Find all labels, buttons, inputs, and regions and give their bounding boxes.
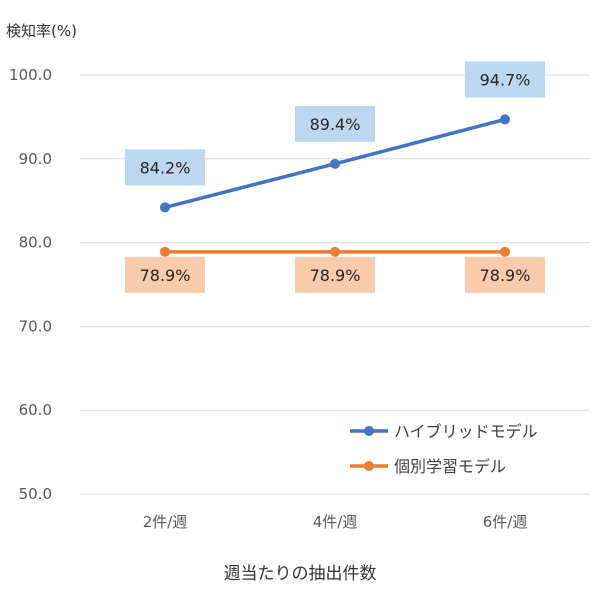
data-label: 84.2% — [140, 158, 191, 177]
data-label-box — [295, 256, 375, 293]
x-tick-label: 2件/週 — [143, 513, 188, 531]
data-label-box — [295, 105, 375, 142]
y-tick-label: 90.0 — [19, 150, 52, 168]
data-point — [160, 246, 170, 257]
data-label: 78.9% — [310, 266, 361, 285]
y-axis-title: 検知率(%) — [6, 22, 77, 40]
legend-marker — [364, 426, 374, 436]
data-label: 89.4% — [310, 115, 361, 134]
legend-label: ハイブリッドモデル — [394, 422, 538, 441]
data-label: 78.9% — [140, 266, 191, 285]
y-tick-label: 100.0 — [9, 66, 52, 84]
gridlines — [80, 74, 590, 495]
data-label-box — [465, 61, 545, 98]
data-point — [500, 114, 510, 125]
data-labels: 84.2% 89.4% 94.7% 78.9% 78.9% 78.9% — [125, 61, 545, 293]
data-label-box — [125, 256, 205, 293]
y-tick-label: 70.0 — [19, 317, 52, 335]
data-label-box — [125, 149, 205, 186]
data-label: 94.7% — [480, 70, 531, 89]
data-point — [330, 246, 340, 257]
x-tick-labels: 2件/週 4件/週 6件/週 — [143, 513, 528, 531]
series-layer — [160, 114, 510, 257]
y-tick-labels: 50.0 60.0 70.0 80.0 90.0 100.0 — [9, 66, 52, 503]
y-tick-label: 50.0 — [19, 485, 52, 503]
data-point — [500, 246, 510, 257]
legend-marker — [364, 461, 374, 471]
x-tick-label: 4件/週 — [313, 513, 358, 531]
x-axis-title: 週当たりの抽出件数 — [223, 564, 377, 584]
data-label: 78.9% — [480, 266, 531, 285]
data-point — [160, 202, 170, 213]
y-tick-label: 80.0 — [19, 234, 52, 252]
data-point — [330, 158, 340, 169]
y-tick-label: 60.0 — [19, 401, 52, 419]
data-label-box — [465, 256, 545, 293]
legend-label: 個別学習モデル — [394, 457, 506, 476]
x-tick-label: 6件/週 — [483, 513, 528, 531]
